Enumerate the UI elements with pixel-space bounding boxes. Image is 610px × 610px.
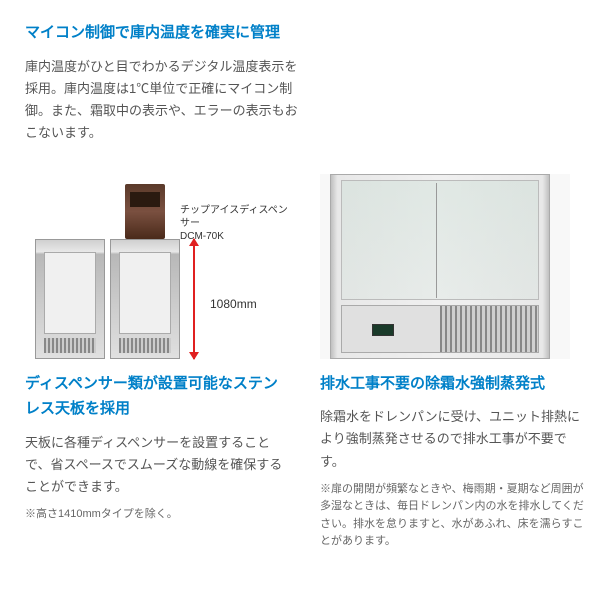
left-body: 天板に各種ディスペンサーを設置することで、省スペースでスムーズな動線を確保するこ… xyxy=(25,432,290,498)
bottom-row: チップアイスディスペンサー DCM-70K 1080mm ディスペンサー類が設置… xyxy=(25,174,585,551)
arrow-line-icon xyxy=(193,239,195,359)
top-title: マイコン制御で庫内温度を確実に管理 xyxy=(25,20,305,46)
fridge-large-icon xyxy=(330,174,550,359)
fridge-with-dispenser xyxy=(110,239,180,359)
fridge-base-icon xyxy=(110,239,180,359)
left-note: ※高さ1410mmタイプを除く。 xyxy=(25,506,290,524)
dispenser-label-line1: チップアイスディスペンサー xyxy=(180,205,288,229)
control-panel-icon xyxy=(342,306,440,352)
fridge-plain-icon xyxy=(35,239,105,359)
dispenser-icon xyxy=(125,184,165,239)
vent-panel-icon xyxy=(440,306,538,352)
right-note: ※扉の開閉が頻繁なときや、梅雨期・夏期など周囲が多湿なときは、毎日ドレンパン内の… xyxy=(320,481,585,551)
left-column: チップアイスディスペンサー DCM-70K 1080mm ディスペンサー類が設置… xyxy=(25,174,290,551)
top-section: マイコン制御で庫内温度を確実に管理 庫内温度がひと目でわかるデジタル温度表示を採… xyxy=(25,20,305,144)
glass-door-icon xyxy=(341,180,539,300)
left-title: ディスペンサー類が設置可能なステンレス天板を採用 xyxy=(25,371,290,422)
bottom-panel xyxy=(341,305,539,353)
left-image-area: チップアイスディスペンサー DCM-70K 1080mm xyxy=(25,174,290,359)
top-body: 庫内温度がひと目でわかるデジタル温度表示を採用。庫内温度は1℃単位で正確にマイコ… xyxy=(25,56,305,144)
height-indicator xyxy=(193,239,195,359)
right-body: 除霜水をドレンパンに受け、ユニット排熱により強制蒸発させるので排水工事が不要です… xyxy=(320,406,585,472)
right-column: 排水工事不要の除霜水強制蒸発式 除霜水をドレンパンに受け、ユニット排熱により強制… xyxy=(320,174,585,551)
right-image-area xyxy=(320,174,585,359)
right-title: 排水工事不要の除霜水強制蒸発式 xyxy=(320,371,585,397)
height-value: 1080mm xyxy=(210,294,257,314)
